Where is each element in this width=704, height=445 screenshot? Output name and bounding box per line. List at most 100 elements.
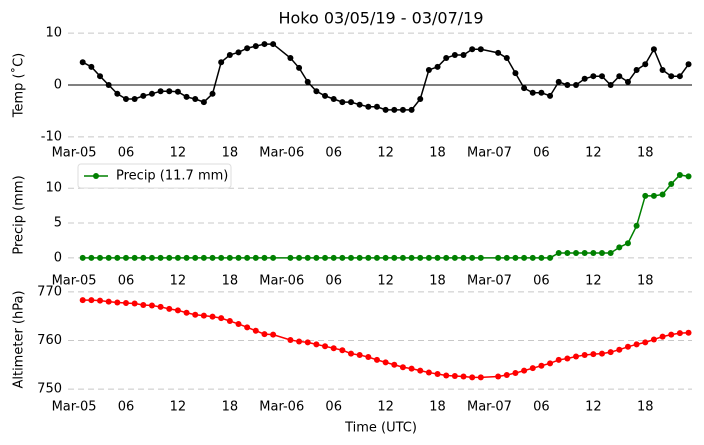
point [114,90,121,97]
point [503,55,510,62]
point [382,359,389,366]
point [676,171,683,178]
point [659,191,666,198]
point [469,46,476,53]
point [460,51,467,58]
point [521,254,528,261]
point [226,254,233,261]
point [443,254,450,261]
y-tick-label: 770 [37,284,62,299]
point [330,254,337,261]
x-tick-label: Mar-05 [52,274,97,289]
point [270,331,277,338]
point [685,329,692,336]
point [590,73,597,80]
point [322,254,329,261]
point [668,331,675,338]
x-tick-label: 18 [222,274,239,289]
point [157,303,164,310]
point [200,99,207,106]
point [97,254,104,261]
point [252,254,259,261]
point [348,254,355,261]
legend-box [77,163,232,189]
point [443,55,450,62]
point [659,66,666,73]
point [365,103,372,110]
point [200,312,207,319]
point [451,51,458,58]
point [313,341,320,348]
x-tick-label: 18 [429,274,446,289]
y-tick-label: 5 [54,216,62,231]
point [598,350,605,357]
point [547,360,554,367]
point [477,254,484,261]
point [581,75,588,82]
point [79,59,86,66]
point [235,320,242,327]
point [495,49,502,56]
point [356,352,363,359]
point [304,78,311,85]
point [209,313,216,320]
point [451,372,458,379]
point [88,297,95,304]
point [573,82,580,88]
point [668,181,675,188]
point [573,353,580,360]
x-tick-label: 12 [585,274,602,289]
point [348,99,355,106]
x-tick-label: 12 [170,400,187,415]
x-tick-label: 06 [118,400,135,415]
point [235,254,242,261]
x-tick-label: 18 [222,146,239,161]
x-tick-label: Mar-07 [467,274,512,289]
point [676,73,683,80]
point [114,299,121,306]
x-tick-label: 06 [533,146,550,161]
x-tick-label: 18 [637,400,654,415]
point [598,249,605,256]
point [114,254,121,261]
point [581,249,588,256]
point [529,365,536,372]
point [88,254,95,261]
y-tick-label: 0 [54,250,62,265]
point [503,254,510,261]
point [624,343,631,350]
point [633,222,640,229]
point [122,254,129,261]
point [166,88,173,95]
x-tick-label: 06 [118,146,135,161]
x-tick-label: 12 [170,146,187,161]
point [304,339,311,346]
point [564,82,571,88]
point [296,338,303,345]
point [529,89,536,96]
point [287,336,294,343]
point [122,95,129,102]
point [607,349,614,356]
point [417,254,424,261]
y-axis-label: Temp (˚C) [11,53,27,119]
point [131,300,138,307]
point [659,333,666,340]
point [356,254,363,261]
point [425,66,432,73]
point [235,49,242,56]
point [131,254,138,261]
x-tick-label: 18 [637,146,654,161]
point [624,240,631,247]
y-tick-label: 750 [37,382,62,397]
x-tick-label: 06 [325,400,342,415]
point [148,90,155,97]
point [581,352,588,359]
x-tick-label: 18 [429,400,446,415]
y-tick-label: 0 [54,78,62,93]
point [373,254,380,261]
point [521,367,528,374]
point [538,362,545,369]
point [434,371,441,378]
point [322,92,329,99]
